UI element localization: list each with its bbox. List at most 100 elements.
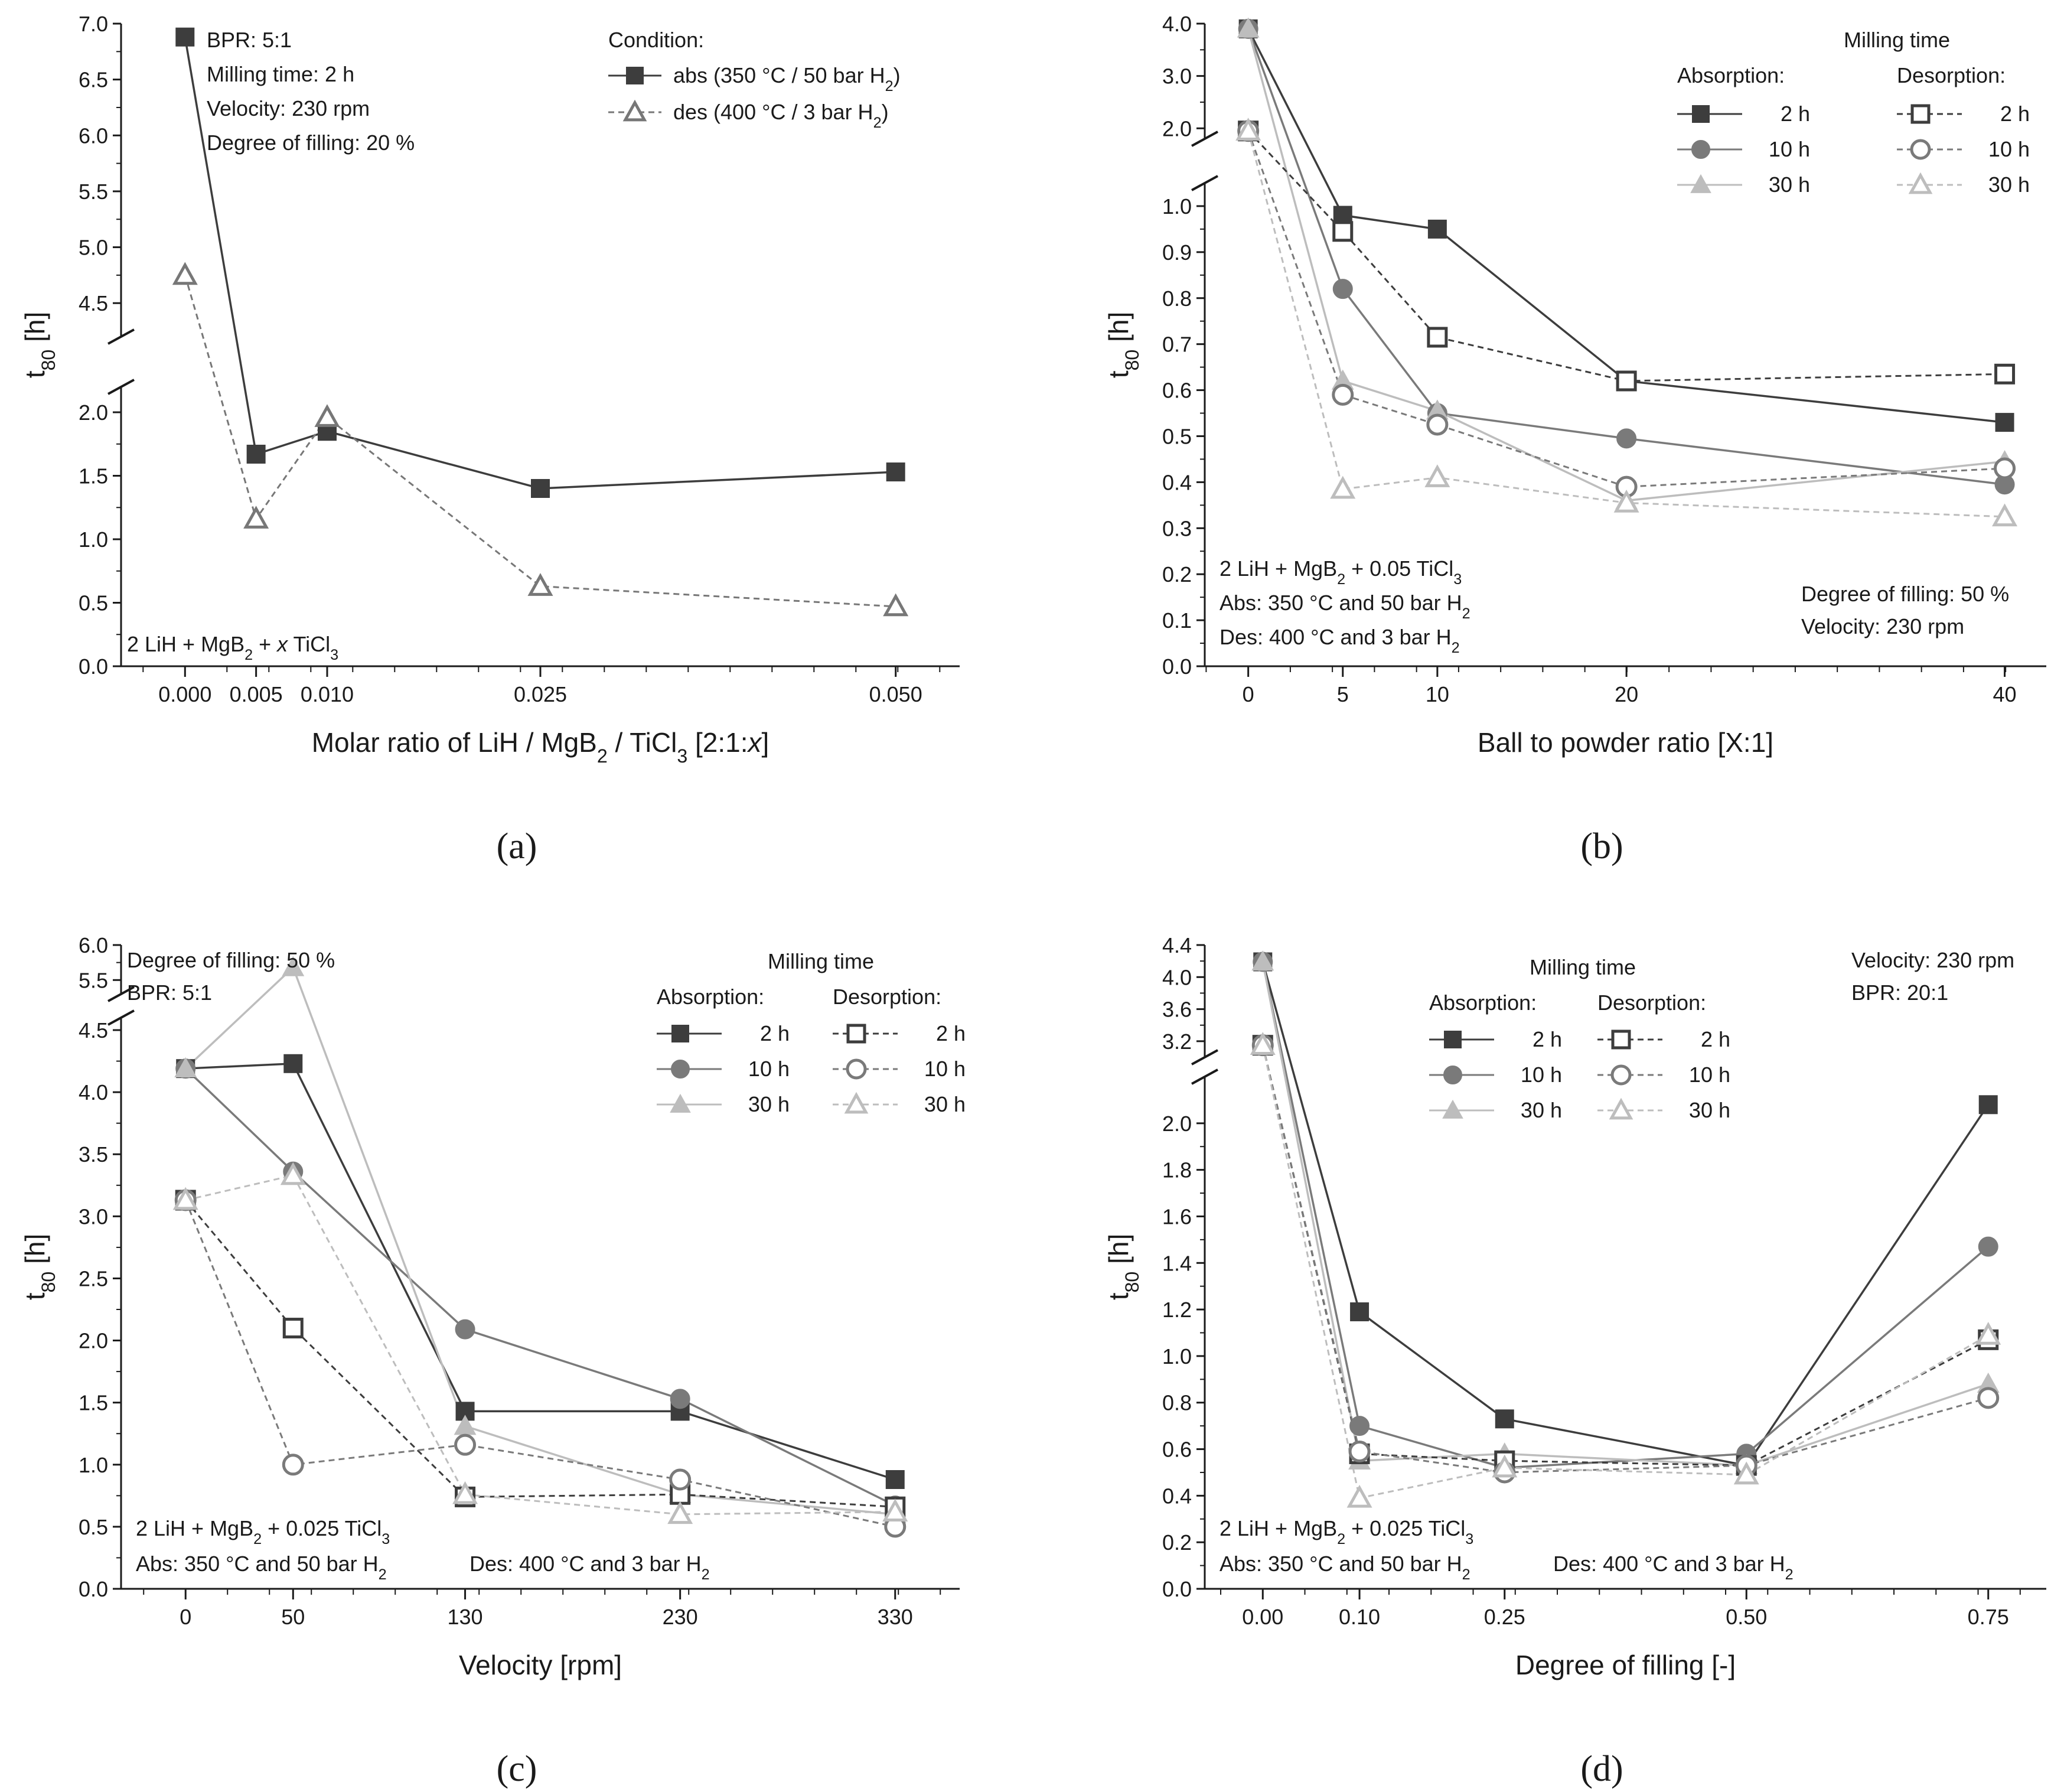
y-tick-label: 3.6 bbox=[1162, 998, 1192, 1022]
y-tick-label: 4.5 bbox=[79, 291, 108, 315]
data-point bbox=[174, 1057, 197, 1077]
data-point bbox=[531, 479, 550, 498]
data-point bbox=[1994, 363, 2016, 385]
data-point bbox=[1237, 17, 1260, 38]
x-tick-label: 0.050 bbox=[869, 682, 922, 706]
legend-marker bbox=[670, 1093, 691, 1113]
y-tick-label: 1.0 bbox=[1162, 194, 1192, 219]
x-tick-label: 5 bbox=[1337, 682, 1349, 706]
legend-marker bbox=[846, 1058, 867, 1080]
x-tick-label: 10 bbox=[1426, 682, 1449, 706]
x-tick-label: 0.25 bbox=[1484, 1605, 1525, 1629]
legend-marker bbox=[1611, 1029, 1631, 1050]
annotation-text: Velocity: 230 rpm bbox=[207, 96, 370, 120]
y-tick-label: 0.0 bbox=[79, 1577, 108, 1601]
legend-title: Condition: bbox=[608, 28, 704, 52]
y-tick-label: 2.5 bbox=[79, 1266, 108, 1291]
legend-marker bbox=[1690, 174, 1711, 193]
data-point bbox=[1427, 219, 1447, 239]
condition-abs-text: Abs: 350 °C and 50 bar H2 bbox=[1220, 591, 1470, 622]
legend-label: 2 h bbox=[1781, 102, 1810, 126]
y-tick-label: 1.6 bbox=[1162, 1204, 1192, 1229]
y-axis-label: t80 [h] bbox=[19, 1234, 59, 1301]
legend-column-header: Absorption: bbox=[1677, 63, 1785, 87]
y-tick-label: 1.0 bbox=[79, 1453, 108, 1477]
y-tick-label: 4.0 bbox=[1162, 12, 1192, 36]
y-tick-label: 1.0 bbox=[79, 527, 108, 552]
y-tick-label: 0.7 bbox=[1162, 333, 1192, 357]
legend-title: Milling time bbox=[768, 949, 874, 973]
legend-marker bbox=[671, 1060, 690, 1079]
y-axis-label: t80 [h] bbox=[1103, 312, 1143, 379]
data-point bbox=[172, 262, 198, 285]
legend-title: Milling time bbox=[1530, 955, 1636, 979]
x-axis-label: Degree of filling [-] bbox=[1515, 1650, 1736, 1680]
legend-marker bbox=[844, 1092, 869, 1114]
axis-break-mark bbox=[1191, 1049, 1218, 1066]
x-axis-label: Ball to powder ratio [X:1] bbox=[1478, 727, 1773, 758]
x-tick-label: 0.000 bbox=[158, 682, 211, 706]
x-tick-label: 0.50 bbox=[1726, 1605, 1767, 1629]
legend-label: 10 h bbox=[1521, 1063, 1562, 1087]
y-tick-label: 0.8 bbox=[1162, 286, 1192, 311]
data-point bbox=[1424, 464, 1450, 487]
legend-label: des (400 °C / 3 bar H2) bbox=[673, 100, 889, 131]
panel-label: (c) bbox=[497, 1749, 537, 1789]
legend-marker bbox=[1910, 139, 1931, 160]
condition-abs-text: Abs: 350 °C and 50 bar H2 bbox=[1220, 1552, 1470, 1583]
x-tick-label: 330 bbox=[878, 1605, 913, 1629]
legend-marker bbox=[622, 99, 647, 122]
legend-label: 10 h bbox=[1988, 137, 2030, 161]
y-tick-label: 0.9 bbox=[1162, 240, 1192, 265]
y-tick-label: 0.0 bbox=[1162, 654, 1192, 679]
legend-marker bbox=[1610, 1064, 1632, 1086]
annotation-text: BPR: 5:1 bbox=[207, 28, 292, 52]
data-point bbox=[280, 1162, 306, 1185]
data-point bbox=[1332, 279, 1353, 299]
y-tick-label: 1.8 bbox=[1162, 1158, 1192, 1182]
legend-label: 2 h bbox=[936, 1021, 966, 1045]
legend-label: 10 h bbox=[924, 1057, 966, 1081]
annotation-text: Degree of filling: 50 % bbox=[1801, 582, 2009, 606]
chart-panel-c: 0.0 0.5 1.0 1.5 2.0 2.5 3.0 3.5 4.0 4.5 5.5 6.0 0 50 1… bbox=[19, 933, 966, 1789]
data-point bbox=[527, 573, 553, 596]
x-tick-label: 0 bbox=[180, 1605, 191, 1629]
series-line-abs-2 bbox=[185, 965, 895, 1516]
y-tick-label: 3.2 bbox=[1162, 1029, 1192, 1054]
annotation-text: BPR: 5:1 bbox=[127, 980, 212, 1005]
legend-label: 2 h bbox=[760, 1021, 790, 1045]
data-point bbox=[1733, 1461, 1759, 1485]
x-tick-label: 0.00 bbox=[1242, 1605, 1283, 1629]
axis-break-mark bbox=[107, 328, 135, 345]
y-tick-label: 1.5 bbox=[79, 464, 108, 488]
y-tick-label: 0.1 bbox=[1162, 608, 1192, 633]
axis-break-mark bbox=[1191, 1068, 1218, 1085]
data-point bbox=[1348, 1440, 1371, 1462]
legend-label: 30 h bbox=[924, 1092, 966, 1116]
axis-break-mark bbox=[107, 379, 135, 395]
legend-marker bbox=[1692, 105, 1710, 123]
data-point bbox=[452, 1481, 478, 1504]
data-point bbox=[1349, 1416, 1370, 1436]
data-point bbox=[1992, 503, 2018, 527]
y-tick-label: 4.0 bbox=[1162, 965, 1192, 989]
y-tick-label: 0.5 bbox=[79, 1515, 108, 1539]
series-line-abs-0 bbox=[1247, 28, 2005, 423]
data-point bbox=[175, 27, 195, 47]
y-tick-label: 2.0 bbox=[1162, 1112, 1192, 1136]
y-tick-label: 1.4 bbox=[1162, 1251, 1192, 1275]
y-axis-label: t80 [h] bbox=[19, 312, 59, 379]
x-tick-label: 0.005 bbox=[230, 682, 283, 706]
data-point bbox=[454, 1433, 477, 1456]
data-point bbox=[1616, 370, 1637, 392]
y-tick-label: 0.5 bbox=[79, 591, 108, 615]
series-line-des-4 bbox=[184, 1200, 896, 1528]
y-tick-label: 3.0 bbox=[79, 1204, 108, 1229]
condition-abs-text: Abs: 350 °C and 50 bar H2 bbox=[136, 1552, 387, 1583]
formula-text: 2 LiH + MgB2 + 0.025 TiCl3 bbox=[1220, 1516, 1473, 1547]
x-axis-label: Velocity [rpm] bbox=[459, 1650, 622, 1680]
data-point bbox=[667, 1501, 693, 1524]
y-tick-label: 1.5 bbox=[79, 1391, 108, 1415]
y-tick-label: 0.5 bbox=[1162, 424, 1192, 448]
data-point bbox=[282, 1454, 304, 1476]
